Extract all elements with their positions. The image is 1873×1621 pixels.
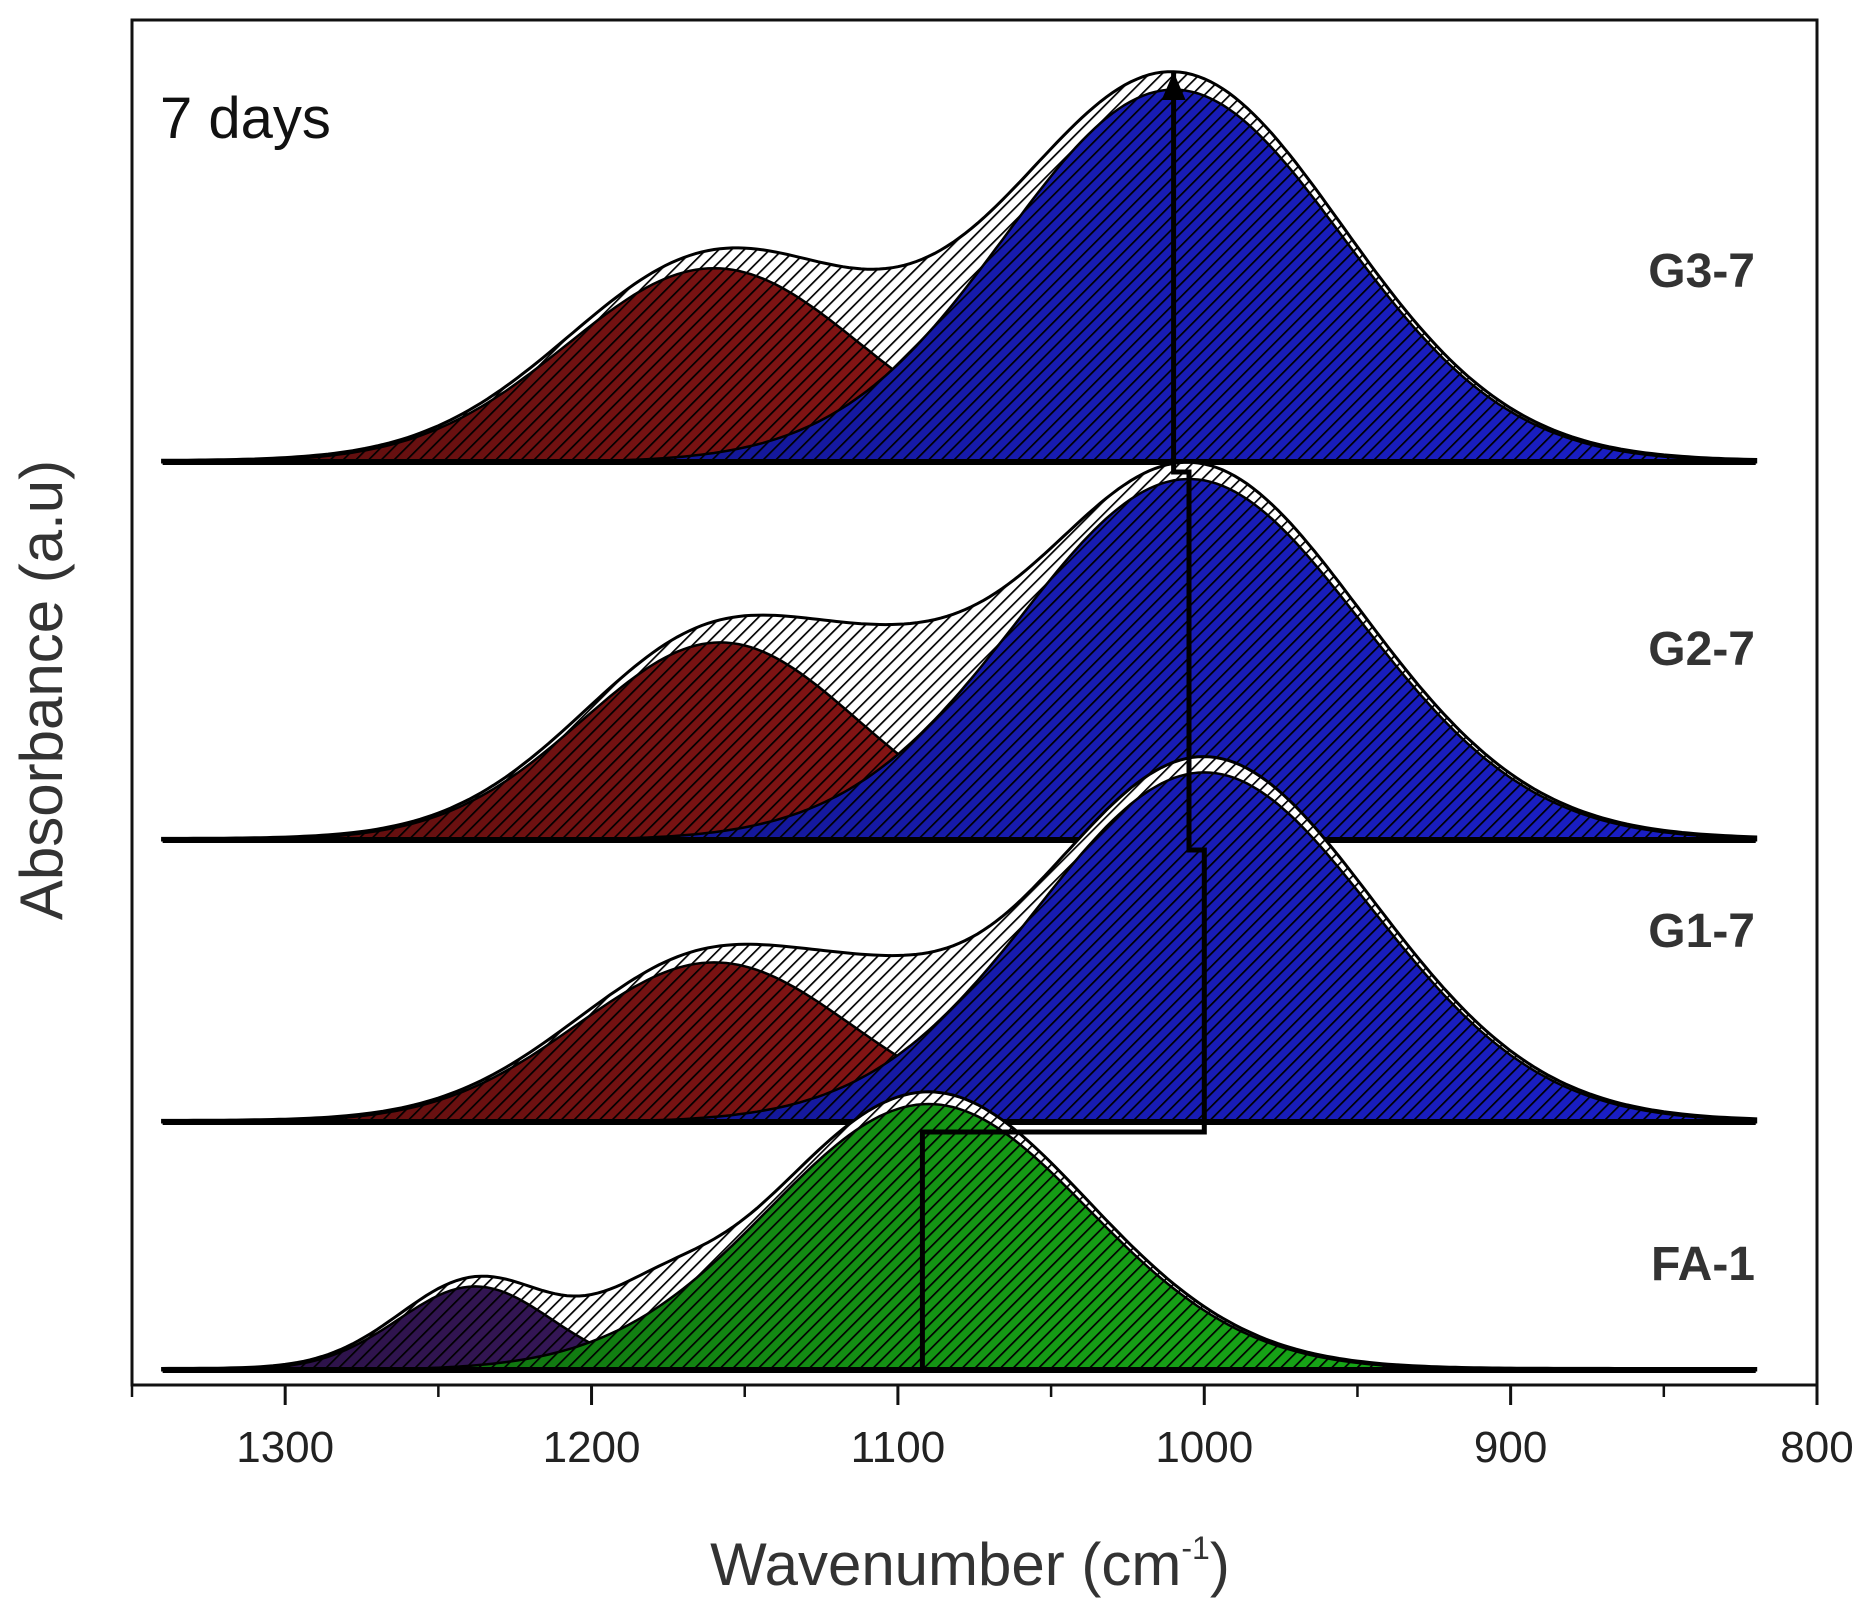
panel-label: FA-1 [1651,1238,1755,1291]
y-axis-title: Absorbance (a.u) [8,460,75,920]
x-axis-ticks: 1300 1200 1100 1000 900 800 [130,1385,1854,1472]
x-tick-label: 1100 [851,1423,946,1472]
panel-label: G3-7 [1648,245,1755,298]
x-axis-title-end: ) [1210,1531,1230,1598]
panel-label: G2-7 [1648,623,1755,676]
x-tick-label: 800 [1780,1423,1853,1472]
panel-g2-7: G2-7 [161,460,1758,843]
peak-arrow-head [1161,72,1186,100]
panel-g3-7: G3-7 [161,70,1758,465]
x-tick-label: 1000 [1155,1423,1253,1472]
x-axis-title: Wavenumber (cm-1) [710,1530,1230,1598]
x-axis-title-main: Wavenumber (cm [710,1531,1181,1598]
peak-shift-line [919,72,1207,1370]
plot-frame [130,18,1819,1387]
peak-shift-tracker [919,72,1207,1370]
panel-fa-1: FA-1 [161,1090,1758,1373]
x-tick-label: 900 [1474,1423,1547,1472]
x-tick-label: 1300 [236,1423,334,1472]
x-axis-title-superscript: -1 [1181,1530,1209,1566]
x-tick-label: 1200 [543,1423,641,1472]
panel-label: G1-7 [1648,905,1755,958]
annotation-7-days: 7 days [160,86,331,151]
panels-layer: G3-7 G2-7 G1-7 FA-1 [161,70,1758,1373]
axes-layer: 1300 1200 1100 1000 900 800 [130,18,1854,1472]
